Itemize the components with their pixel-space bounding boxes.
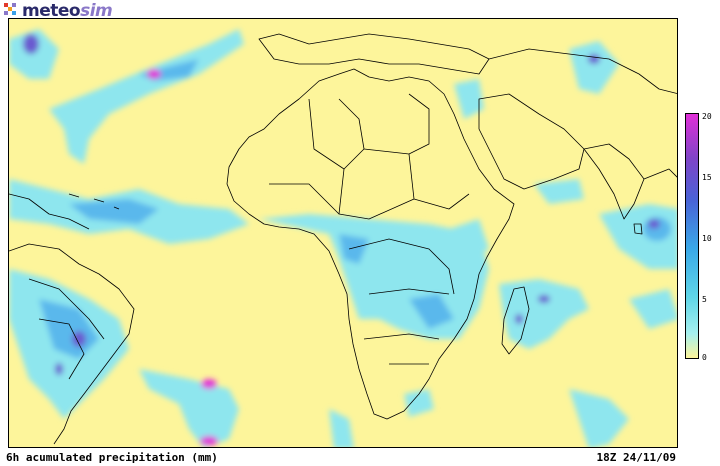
legend-tick-15: 15 bbox=[702, 173, 712, 182]
legend-tick-0: 0 bbox=[702, 353, 707, 362]
meteosim-logo: meteosim bbox=[4, 1, 113, 21]
africa-coastline bbox=[226, 68, 515, 420]
precip-north-atlantic-band bbox=[9, 29, 59, 79]
forecast-timestamp: 18Z 24/11/09 bbox=[596, 451, 676, 464]
legend-tick-10: 10 bbox=[702, 234, 712, 243]
legend-tick-20: 20 bbox=[702, 112, 712, 121]
precipitation-map bbox=[8, 18, 678, 448]
india-coastline bbox=[583, 143, 645, 220]
precipitation-layer bbox=[9, 29, 677, 447]
coastline-layer bbox=[9, 33, 677, 445]
map-title: 6h acumulated precipitation (mm) bbox=[6, 451, 218, 464]
logo-mark-icon bbox=[4, 3, 20, 19]
arabia-coastline bbox=[478, 93, 585, 190]
precip-madagascar bbox=[499, 279, 589, 349]
south-america-coastline bbox=[9, 243, 135, 445]
precipitation-color-scale bbox=[685, 113, 699, 359]
map-canvas bbox=[9, 29, 677, 447]
legend-tick-5: 5 bbox=[702, 295, 707, 304]
madagascar-coastline bbox=[501, 286, 530, 355]
logo-text: meteosim bbox=[22, 1, 113, 21]
